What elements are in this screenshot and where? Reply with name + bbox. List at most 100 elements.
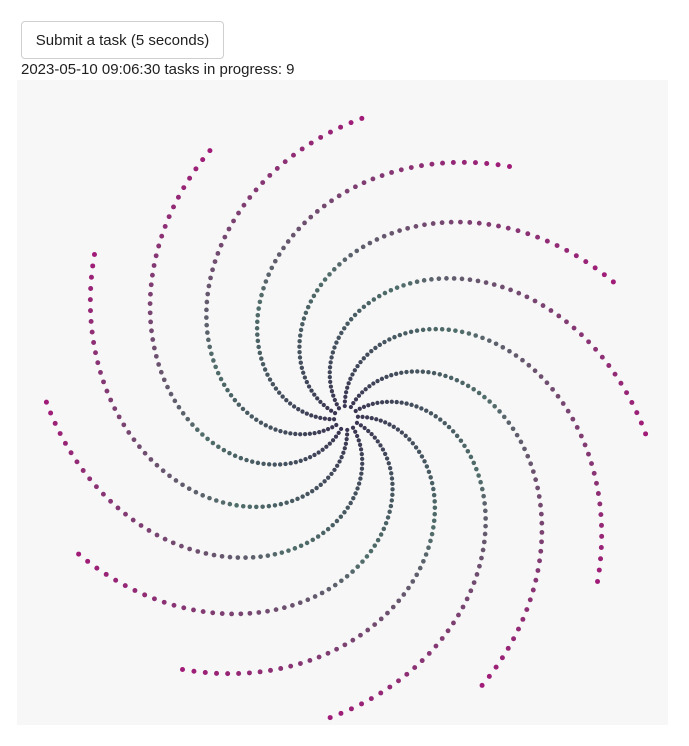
spiral-dot — [516, 626, 521, 632]
spiral-dot — [269, 265, 275, 271]
spiral-dot — [123, 511, 128, 517]
spiral-dot — [532, 368, 538, 374]
spiral-dot — [225, 387, 230, 393]
spiral-dot — [332, 582, 338, 588]
spiral-dot — [332, 267, 337, 272]
spiral-dot — [298, 360, 303, 365]
spiral-dot — [299, 146, 305, 152]
spiral-dot — [465, 383, 471, 389]
spiral-dot — [103, 571, 109, 577]
spiral-dot — [368, 548, 374, 554]
spiral-dot — [334, 340, 339, 345]
spiral-dot — [301, 316, 307, 321]
spiral-dot — [168, 391, 174, 397]
spiral-dot — [431, 492, 437, 498]
spiral-dot — [288, 663, 294, 669]
spiral-dot — [200, 432, 205, 437]
spiral-dot — [570, 416, 576, 422]
spiral-dot — [153, 253, 159, 259]
spiral-dot — [281, 605, 287, 611]
spiral-dot — [431, 486, 436, 492]
spiral-dot — [321, 402, 326, 408]
spiral-dot — [445, 628, 451, 634]
spiral-dot — [272, 551, 278, 557]
spiral-dot — [359, 701, 365, 707]
spiral-dot — [374, 237, 380, 242]
spiral-dot — [466, 331, 472, 336]
spiral-dot — [482, 394, 487, 400]
spiral-dot — [431, 370, 437, 376]
spiral-dot — [432, 511, 437, 517]
spiral-dot — [370, 176, 376, 182]
spiral-dot — [593, 346, 599, 352]
spiral-dot — [296, 407, 301, 412]
spiral-dot — [375, 400, 380, 406]
spiral-dot — [486, 222, 492, 227]
spiral-dot — [538, 374, 544, 379]
spiral-dot — [530, 587, 536, 593]
spiral-dot — [582, 442, 588, 448]
spiral-dot — [258, 554, 263, 559]
spiral-dot — [458, 219, 463, 225]
spiral-dot — [295, 496, 300, 502]
spiral-dot — [383, 451, 388, 457]
spiral-dot — [414, 572, 420, 578]
spiral-dot — [327, 370, 332, 375]
spiral-dot — [205, 291, 211, 297]
status-text: 2023-05-10 09:06:30 tasks in progress: 9 — [21, 61, 295, 78]
spiral-dot — [288, 461, 293, 466]
spiral-dot — [62, 440, 68, 446]
spiral-dot — [268, 667, 273, 673]
spiral-dot — [500, 284, 505, 290]
spiral-dot — [564, 247, 570, 253]
spiral-dot — [258, 420, 264, 425]
spiral-dot — [495, 162, 501, 168]
spiral-dot — [439, 327, 445, 332]
spiral-dot — [389, 373, 394, 378]
spiral-dot — [354, 248, 360, 254]
spiral-dot — [426, 545, 431, 551]
spiral-dot — [395, 427, 401, 432]
spiral-dot — [321, 203, 327, 209]
spiral-dot — [430, 221, 436, 226]
spiral-dot — [227, 554, 233, 560]
spiral-dot — [442, 420, 447, 426]
spiral-dot — [539, 520, 545, 526]
spiral-dot — [358, 359, 363, 365]
spiral-dot — [599, 533, 605, 539]
spiral-dot — [450, 160, 456, 165]
spiral-dot — [235, 555, 241, 560]
spiral-dot — [180, 667, 185, 673]
spiral-dot — [483, 280, 489, 285]
spiral-dot — [291, 404, 297, 409]
spiral-dot — [483, 508, 488, 514]
spiral-dot — [238, 611, 244, 617]
spiral-dot — [307, 431, 313, 436]
spiral-dot — [439, 220, 445, 226]
spiral-dot — [273, 427, 278, 432]
spiral-dot — [332, 467, 337, 473]
spiral-dot — [298, 543, 304, 549]
spiral-dot — [414, 328, 420, 333]
spiral-dot — [428, 411, 434, 416]
spiral-dot — [369, 349, 374, 354]
spiral-dot — [634, 410, 640, 416]
spiral-dot — [318, 482, 323, 487]
spiral-dot — [388, 287, 394, 293]
spiral-dot — [483, 523, 488, 529]
spiral-dot — [88, 286, 94, 292]
spiral-dot — [481, 539, 487, 545]
spiral-dot — [132, 588, 138, 593]
spiral-dot — [138, 523, 144, 528]
spiral-dot — [256, 344, 261, 350]
spiral-dot — [476, 390, 482, 396]
spiral-dot — [535, 485, 540, 491]
spiral-dot — [348, 376, 353, 381]
spiral-dot — [150, 272, 155, 278]
submit-task-button[interactable]: Submit a task (5 seconds) — [21, 21, 224, 59]
spiral-dot — [171, 602, 177, 608]
spiral-dot — [375, 378, 380, 384]
spiral-dot — [446, 327, 452, 333]
spiral-dot — [436, 276, 442, 281]
spiral-dot — [362, 425, 367, 431]
